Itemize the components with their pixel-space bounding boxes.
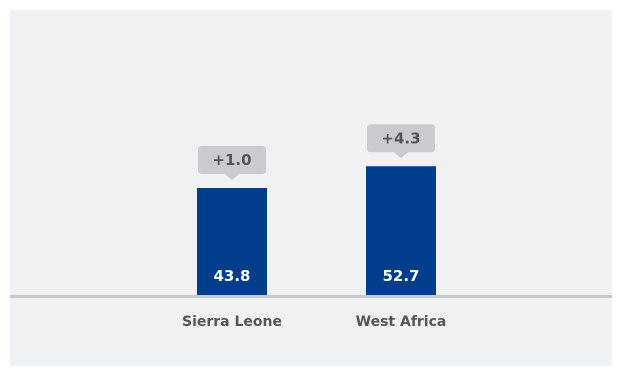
- change-callout-1: [367, 124, 435, 159]
- change-label-1: +4.3: [381, 129, 420, 147]
- category-label-0: Sierra Leone: [182, 314, 282, 330]
- x-axis-baseline: [10, 295, 612, 298]
- bar-value-label-0: 43.8: [213, 267, 250, 285]
- change-callout-0: [198, 146, 266, 180]
- category-label-1: West Africa: [356, 314, 447, 330]
- bar-0: [197, 188, 267, 295]
- chart-panel: 43.8 Sierra Leone +1.0 52.7 West Africa +4.3: [10, 10, 612, 366]
- bar-chart: 43.8 Sierra Leone +1.0 52.7 West Africa +4.3: [10, 124, 612, 330]
- bar-value-label-1: 52.7: [382, 267, 419, 285]
- change-label-0: +1.0: [212, 151, 251, 169]
- bar-1: [366, 166, 436, 295]
